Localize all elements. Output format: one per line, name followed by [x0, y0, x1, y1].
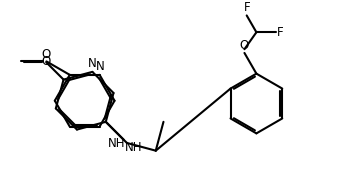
Text: F: F — [244, 1, 250, 14]
Text: NH: NH — [108, 137, 125, 150]
Text: N: N — [96, 60, 105, 73]
Text: O: O — [42, 55, 51, 68]
Text: NH: NH — [125, 141, 142, 154]
Text: N: N — [88, 57, 97, 70]
Text: F: F — [277, 26, 283, 39]
Text: O: O — [239, 39, 248, 52]
Text: O: O — [42, 48, 51, 61]
